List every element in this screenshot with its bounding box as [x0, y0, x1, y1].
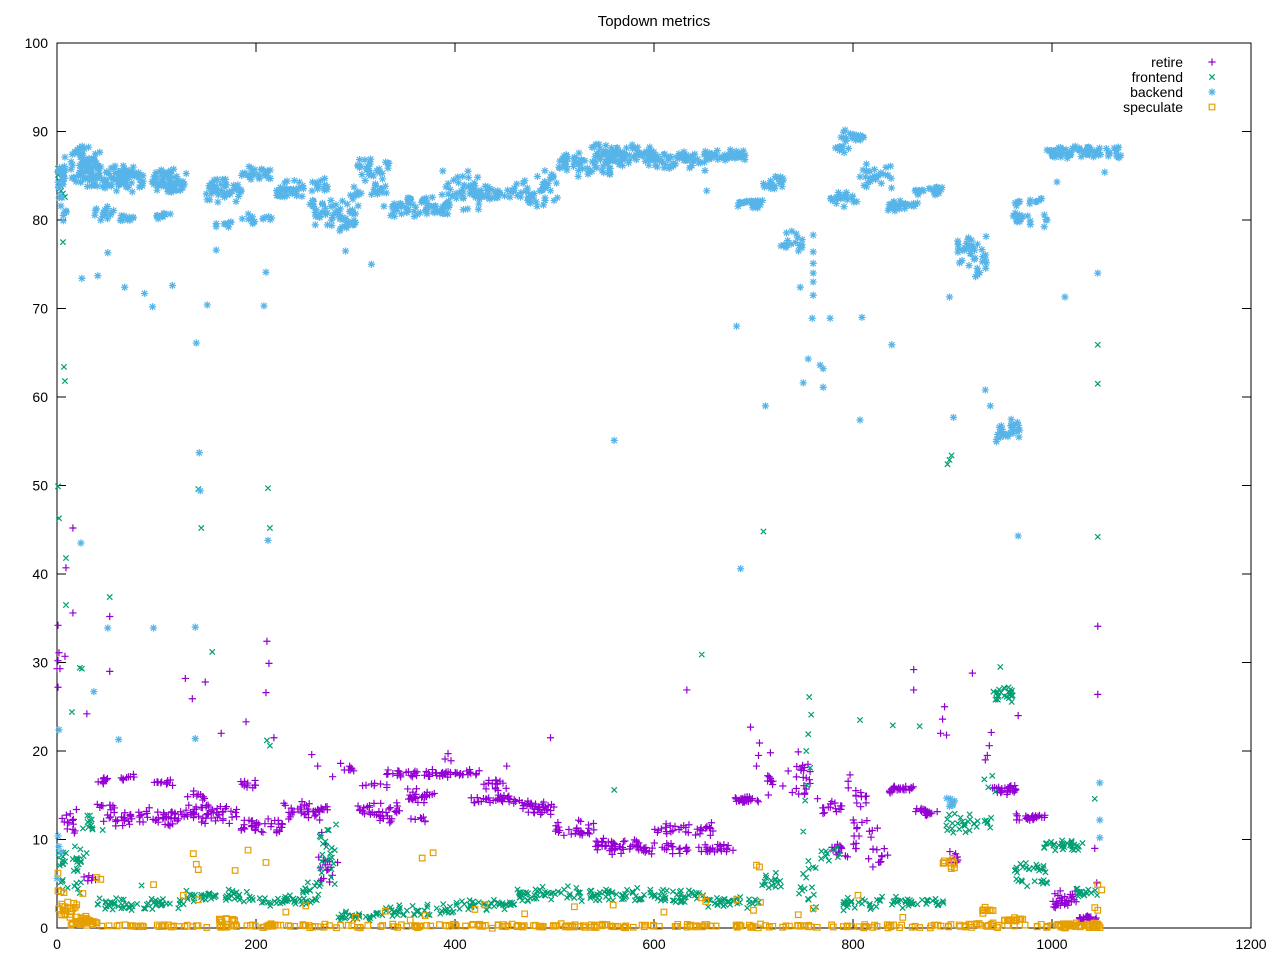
- y-tick-label: 20: [32, 743, 48, 759]
- legend-label-backend: backend: [1130, 84, 1183, 100]
- y-tick-label: 60: [32, 389, 48, 405]
- legend-label-retire: retire: [1151, 54, 1183, 70]
- x-tick-label: 600: [642, 936, 666, 952]
- legend-entry-backend: backend: [1130, 84, 1216, 100]
- axis-tick-labels: 0 200 400 600 800 1000 1200 0 10 20 30 40 50 60 70 80 90…: [25, 35, 1267, 952]
- legend-entry-speculate: speculate: [1123, 99, 1216, 115]
- y-tick-label: 80: [32, 212, 48, 228]
- series-frontend-points: [54, 165, 1101, 924]
- y-tick-label: 30: [32, 655, 48, 671]
- x-tick-label: 1000: [1036, 936, 1067, 952]
- chart-title: Topdown metrics: [598, 13, 711, 30]
- series-retire-points: [53, 524, 1102, 926]
- y-tick-label: 10: [32, 832, 48, 848]
- y-tick-label: 70: [32, 301, 48, 317]
- legend-entry-frontend: frontend: [1132, 69, 1216, 85]
- y-tick-label: 40: [32, 566, 48, 582]
- legend-marker-asterisk-icon: [1208, 88, 1216, 96]
- series-backend-points: [53, 126, 1125, 883]
- data-points-layer: [53, 126, 1125, 932]
- legend-entry-retire: retire: [1151, 54, 1216, 70]
- y-tick-label: 0: [40, 920, 48, 936]
- legend-label-speculate: speculate: [1123, 99, 1183, 115]
- x-tick-label: 0: [53, 936, 61, 952]
- y-tick-label: 50: [32, 478, 48, 494]
- x-tick-label: 400: [443, 936, 467, 952]
- legend-marker-plus-icon: [1208, 58, 1216, 66]
- y-tick-label: 100: [25, 35, 49, 51]
- x-tick-label: 1200: [1235, 936, 1266, 952]
- legend-label-frontend: frontend: [1132, 69, 1183, 85]
- y-tick-label: 90: [32, 124, 48, 140]
- x-tick-label: 800: [841, 936, 865, 952]
- x-tick-label: 200: [244, 936, 268, 952]
- legend-marker-cross-icon: [1208, 73, 1216, 81]
- legend-marker-open-square-icon: [1208, 103, 1216, 111]
- series-speculate-points: [54, 846, 1106, 932]
